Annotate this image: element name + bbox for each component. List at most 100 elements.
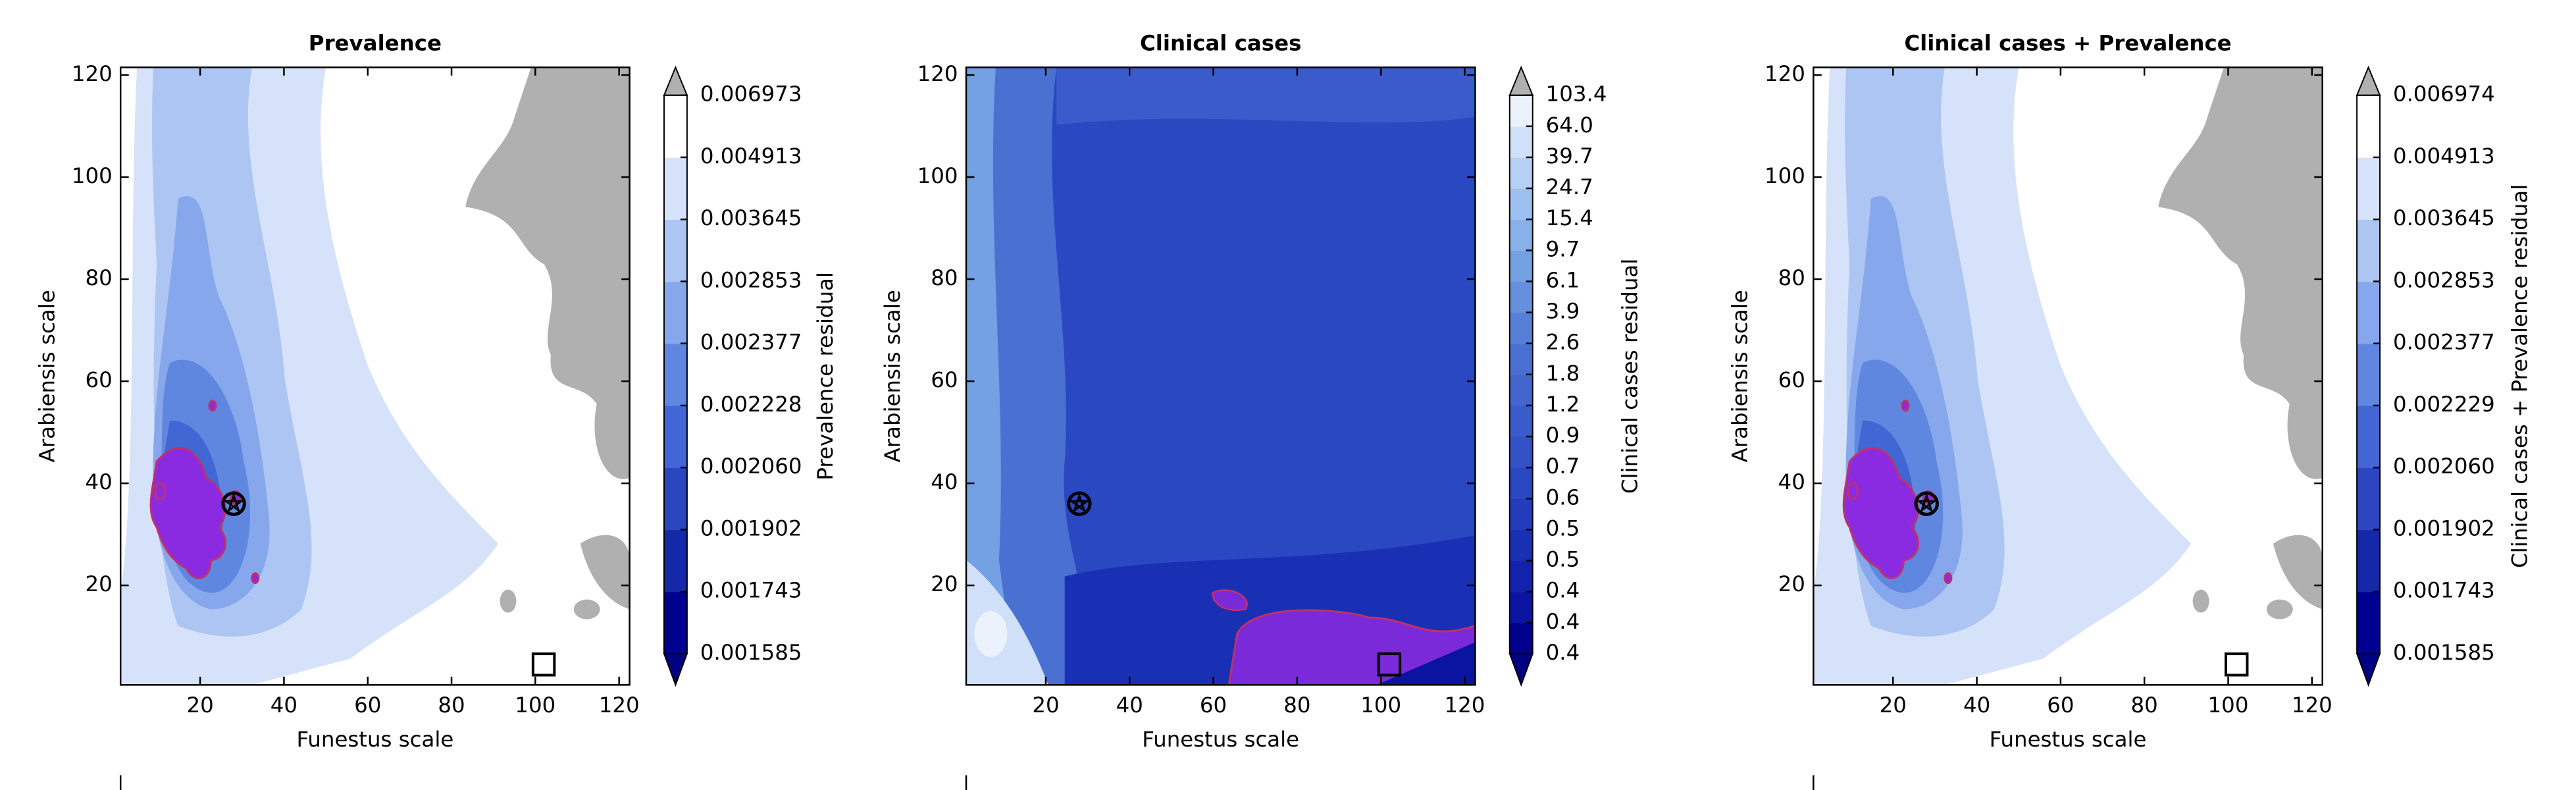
y-tick-label: 120 — [917, 61, 958, 86]
colorbar-extend-low — [1508, 652, 1534, 687]
optimum-marker — [1067, 491, 1092, 516]
colorbar-frame — [663, 94, 688, 654]
chart-title: Clinical cases + Prevalence — [1904, 30, 2231, 55]
x-tick-label: 80 — [438, 693, 465, 718]
colorbar-extend-low — [663, 652, 688, 687]
x-axis-label: Funestus scale — [1142, 727, 1299, 752]
colorbar-band — [1509, 312, 1533, 344]
colorbar-band — [1509, 529, 1533, 562]
axes-frame — [965, 66, 1476, 686]
x-tick-label: 120 — [599, 693, 640, 718]
colorbar-band — [1509, 498, 1533, 531]
colorbar-band — [663, 219, 687, 282]
axes-frame — [119, 66, 631, 686]
colorbar-label: Prevalence residual — [813, 272, 838, 481]
marker-star — [1915, 492, 1938, 514]
colorbar-band — [2357, 467, 2381, 531]
legend-stub — [119, 775, 1815, 790]
y-tick-label: 120 — [1765, 61, 1805, 86]
colorbar-tick-label: 0.001585 — [700, 640, 802, 665]
colorbar-tick-label: 0.001743 — [2393, 578, 2495, 603]
colorbar-tick-label: 0.001902 — [2393, 515, 2495, 540]
colorbar-band — [1509, 560, 1533, 592]
colorbar-tick-label: 0.002229 — [2393, 392, 2495, 417]
chart-title: Clinical cases — [1140, 30, 1301, 55]
chart-title: Prevalence — [309, 30, 442, 55]
x-tick-label: 20 — [187, 693, 214, 718]
y-tick-label: 120 — [72, 61, 113, 86]
colorbar-tick-label: 0.006973 — [700, 82, 802, 107]
x-axis-label: Funestus scale — [1990, 727, 2147, 752]
colorbar-band — [1509, 405, 1533, 437]
marker-star — [222, 492, 245, 514]
colorbar-tick-label: 6.1 — [1546, 267, 1580, 292]
colorbar-band — [2357, 157, 2381, 220]
colorbar-tick-label: 0.002228 — [700, 392, 802, 417]
square-marker — [2225, 652, 2249, 677]
x-tick-label: 120 — [1445, 693, 1485, 718]
y-tick-label: 100 — [917, 163, 958, 188]
colorbar-band — [663, 157, 687, 220]
x-tick-label: 60 — [2047, 693, 2074, 718]
x-tick-label: 60 — [1200, 693, 1227, 718]
y-tick-label: 80 — [931, 265, 958, 290]
colorbar-band — [2357, 95, 2381, 158]
colorbar-tick-label: 0.002377 — [2393, 330, 2495, 355]
colorbar-tick-label: 0.002060 — [700, 454, 802, 479]
colorbar-tick-label: 0.003645 — [2393, 205, 2495, 230]
colorbar-band — [663, 529, 687, 592]
colorbar-band — [2357, 529, 2381, 592]
x-tick-label: 100 — [1360, 693, 1401, 718]
colorbar-band — [1509, 374, 1533, 406]
colorbar-band — [1509, 157, 1533, 189]
y-tick-label: 80 — [85, 265, 112, 290]
colorbar-frame — [2356, 94, 2381, 654]
colorbar-tick-label: 0.006974 — [2393, 82, 2495, 107]
colorbar-band — [2357, 343, 2381, 406]
colorbar-tick-label: 0.001585 — [2393, 640, 2495, 665]
colorbar-tick-label: 1.8 — [1546, 361, 1580, 386]
colorbar-band — [663, 95, 687, 158]
optimum-marker — [221, 491, 246, 516]
colorbar-band — [663, 281, 687, 344]
x-tick-label: 100 — [515, 693, 555, 718]
colorbar-band — [1509, 436, 1533, 468]
colorbar-extend-high — [2356, 65, 2381, 96]
y-tick-label: 40 — [85, 469, 112, 494]
y-tick-label: 80 — [1778, 265, 1805, 290]
colorbar-tick-label: 0.002377 — [700, 330, 802, 355]
contour-field — [1813, 67, 2322, 685]
x-tick-label: 80 — [1283, 693, 1310, 718]
colorbar-band — [663, 405, 687, 468]
colorbar-tick-label: 3.9 — [1546, 299, 1580, 324]
colorbar-band — [1509, 126, 1533, 158]
colorbar-band — [663, 343, 687, 406]
colorbar-band — [2357, 405, 2381, 468]
y-tick-label: 60 — [931, 367, 958, 392]
colorbar-tick-label: 0.5 — [1546, 515, 1580, 540]
y-tick-label: 20 — [85, 571, 112, 596]
colorbar-tick-label: 0.4 — [1546, 609, 1580, 634]
x-axis-label: Funestus scale — [296, 727, 453, 752]
y-axis-label: Arabiensis scale — [880, 290, 905, 462]
x-tick-label: 60 — [354, 693, 381, 718]
colorbar-tick-label: 0.4 — [1546, 640, 1580, 665]
x-tick-label: 80 — [2131, 693, 2158, 718]
colorbar-band — [1509, 467, 1533, 500]
colorbar-band — [1509, 250, 1533, 282]
colorbar-tick-label: 0.004913 — [2393, 144, 2495, 169]
colorbar-band — [663, 591, 687, 654]
colorbar-extend-high — [663, 65, 688, 96]
colorbar-label: Clinical cases residual — [1617, 259, 1642, 494]
colorbar-tick-label: 0.5 — [1546, 547, 1580, 572]
colorbar-band — [1509, 591, 1533, 623]
y-tick-label: 40 — [931, 469, 958, 494]
colorbar-tick-label: 15.4 — [1546, 205, 1593, 230]
colorbar-tick-label: 0.9 — [1546, 423, 1580, 448]
colorbar-band — [2357, 281, 2381, 344]
colorbar-extend-low — [2356, 652, 2381, 687]
colorbar-tick-label: 0.7 — [1546, 454, 1580, 479]
axes-frame — [1813, 66, 2323, 686]
